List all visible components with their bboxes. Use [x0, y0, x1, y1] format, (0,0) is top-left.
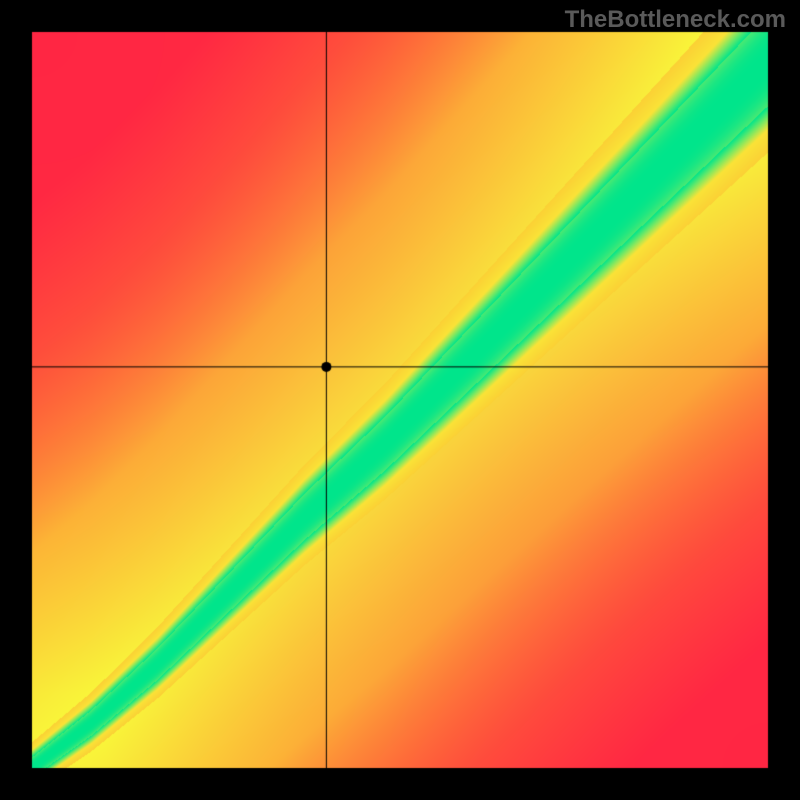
bottleneck-heatmap: [0, 0, 800, 800]
watermark-text: TheBottleneck.com: [565, 6, 786, 34]
